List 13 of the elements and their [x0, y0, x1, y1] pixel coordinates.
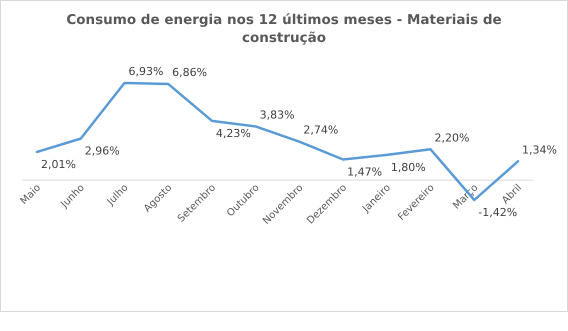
data-label: 2,96%	[84, 144, 120, 158]
chart-title: Consumo de energia nos 12 últimos meses - Materiais de construção	[66, 12, 502, 46]
data-label: -1,42%	[478, 206, 518, 219]
data-label: 3,83%	[260, 108, 295, 122]
data-label: 6,86%	[172, 66, 208, 79]
data-label: 1,80%	[390, 160, 426, 174]
data-label: 2,20%	[434, 131, 470, 144]
data-label: 2,74%	[303, 124, 338, 137]
data-label: 1,47%	[347, 166, 382, 179]
data-label: 1,34%	[522, 143, 557, 156]
data-label: 2,01%	[41, 158, 76, 171]
data-label: 6,93%	[128, 65, 164, 78]
data-label: 4,23%	[216, 126, 251, 140]
